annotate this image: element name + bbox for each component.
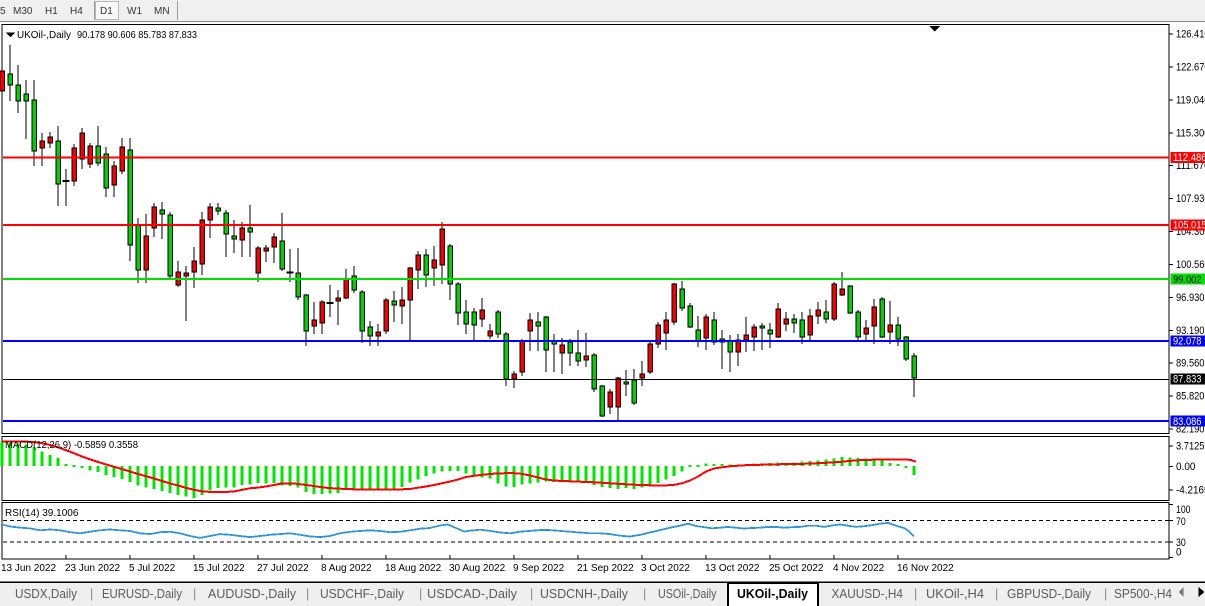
svg-text:23 Jun 2022: 23 Jun 2022	[65, 563, 120, 574]
svg-text:92.078: 92.078	[1173, 336, 1202, 348]
svg-text:3 Oct 2022: 3 Oct 2022	[641, 563, 690, 574]
svg-text:100.560: 100.560	[1176, 259, 1205, 271]
svg-text:USDCNH-,Daily: USDCNH-,Daily	[540, 587, 629, 601]
svg-text:119.040: 119.040	[1176, 94, 1205, 106]
svg-text:UKOil-,H4: UKOil-,H4	[926, 587, 984, 601]
svg-text:105.015: 105.015	[1173, 220, 1205, 232]
svg-text:93.190: 93.190	[1176, 325, 1205, 337]
svg-text:9 Sep 2022: 9 Sep 2022	[513, 563, 565, 574]
svg-text:SP500-,H4: SP500-,H4	[1114, 587, 1172, 601]
svg-text:GBPUSD-,Daily: GBPUSD-,Daily	[1007, 587, 1092, 601]
svg-text:5: 5	[0, 6, 6, 17]
svg-text:4 Nov 2022: 4 Nov 2022	[833, 563, 885, 574]
svg-text:MACD(12,26,9) -0.5859 0.3558: MACD(12,26,9) -0.5859 0.3558	[5, 440, 138, 451]
svg-text:25 Oct 2022: 25 Oct 2022	[769, 563, 824, 574]
svg-text:|: |	[193, 587, 196, 601]
svg-text:87.833: 87.833	[1173, 374, 1202, 386]
svg-text:82.190: 82.190	[1176, 424, 1205, 436]
svg-text:122.670: 122.670	[1176, 61, 1205, 73]
svg-text:USOil-,Daily: USOil-,Daily	[658, 587, 717, 601]
svg-text:M30: M30	[13, 6, 33, 17]
svg-text:H1: H1	[45, 6, 58, 17]
svg-text:21 Sep 2022: 21 Sep 2022	[577, 563, 634, 574]
svg-text:MN: MN	[154, 6, 170, 17]
svg-text:|: |	[1104, 587, 1107, 601]
svg-text:99.002: 99.002	[1173, 274, 1202, 286]
svg-text:|: |	[306, 587, 309, 601]
svg-text:85.820: 85.820	[1176, 391, 1205, 403]
svg-text:126.410: 126.410	[1176, 29, 1205, 41]
svg-text:W1: W1	[127, 6, 142, 17]
svg-text:13 Oct 2022: 13 Oct 2022	[705, 563, 760, 574]
svg-text:|: |	[914, 587, 917, 601]
svg-text:115.300: 115.300	[1176, 127, 1205, 139]
svg-text:UKOil-,Daily: UKOil-,Daily	[737, 587, 808, 601]
svg-text:30: 30	[1176, 537, 1186, 549]
svg-text:18 Aug 2022: 18 Aug 2022	[385, 563, 442, 574]
svg-text:89.560: 89.560	[1176, 358, 1205, 370]
svg-text:UKOil-,Daily: UKOil-,Daily	[17, 29, 72, 41]
svg-text:30 Aug 2022: 30 Aug 2022	[449, 563, 506, 574]
svg-text:0.00: 0.00	[1176, 461, 1196, 473]
svg-text:USDCAD-,Daily: USDCAD-,Daily	[427, 587, 518, 601]
svg-text:-4.2165: -4.2165	[1176, 485, 1205, 497]
svg-text:3.7125: 3.7125	[1176, 441, 1205, 453]
svg-text:107.930: 107.930	[1176, 193, 1205, 205]
svg-text:15 Jul 2022: 15 Jul 2022	[193, 563, 245, 574]
svg-text:AUDUSD-,Daily: AUDUSD-,Daily	[208, 587, 297, 601]
svg-text:XAUUSD-,H4: XAUUSD-,H4	[832, 587, 904, 601]
svg-text:EURUSD-,Daily: EURUSD-,Daily	[102, 587, 183, 601]
svg-text:|: |	[643, 587, 646, 601]
svg-text:|: |	[530, 587, 533, 601]
svg-text:|: |	[995, 587, 998, 601]
svg-text:90.178 90.606 85.783 87.833: 90.178 90.606 85.783 87.833	[77, 29, 197, 41]
svg-text:16 Nov 2022: 16 Nov 2022	[897, 563, 954, 574]
svg-text:100: 100	[1176, 504, 1191, 516]
svg-text:H4: H4	[70, 6, 83, 17]
svg-text:|: |	[419, 587, 422, 601]
svg-text:USDX,Daily: USDX,Daily	[15, 587, 78, 601]
svg-text:|: |	[90, 587, 93, 601]
svg-text:0: 0	[1176, 547, 1182, 559]
svg-text:83.086: 83.086	[1173, 416, 1202, 428]
svg-text:13 Jun 2022: 13 Jun 2022	[1, 563, 56, 574]
svg-text:D1: D1	[100, 6, 113, 17]
svg-text:70: 70	[1176, 516, 1186, 528]
svg-text:RSI(14) 39.1006: RSI(14) 39.1006	[5, 508, 79, 519]
svg-text:8 Aug 2022: 8 Aug 2022	[321, 563, 372, 574]
svg-text:USDCHF-,Daily: USDCHF-,Daily	[320, 587, 405, 601]
svg-text:96.930: 96.930	[1176, 292, 1205, 304]
svg-text:5 Jul 2022: 5 Jul 2022	[129, 563, 176, 574]
svg-text:27 Jul 2022: 27 Jul 2022	[257, 563, 309, 574]
svg-text:112.486: 112.486	[1173, 152, 1205, 164]
svg-text:111.670: 111.670	[1176, 160, 1205, 172]
